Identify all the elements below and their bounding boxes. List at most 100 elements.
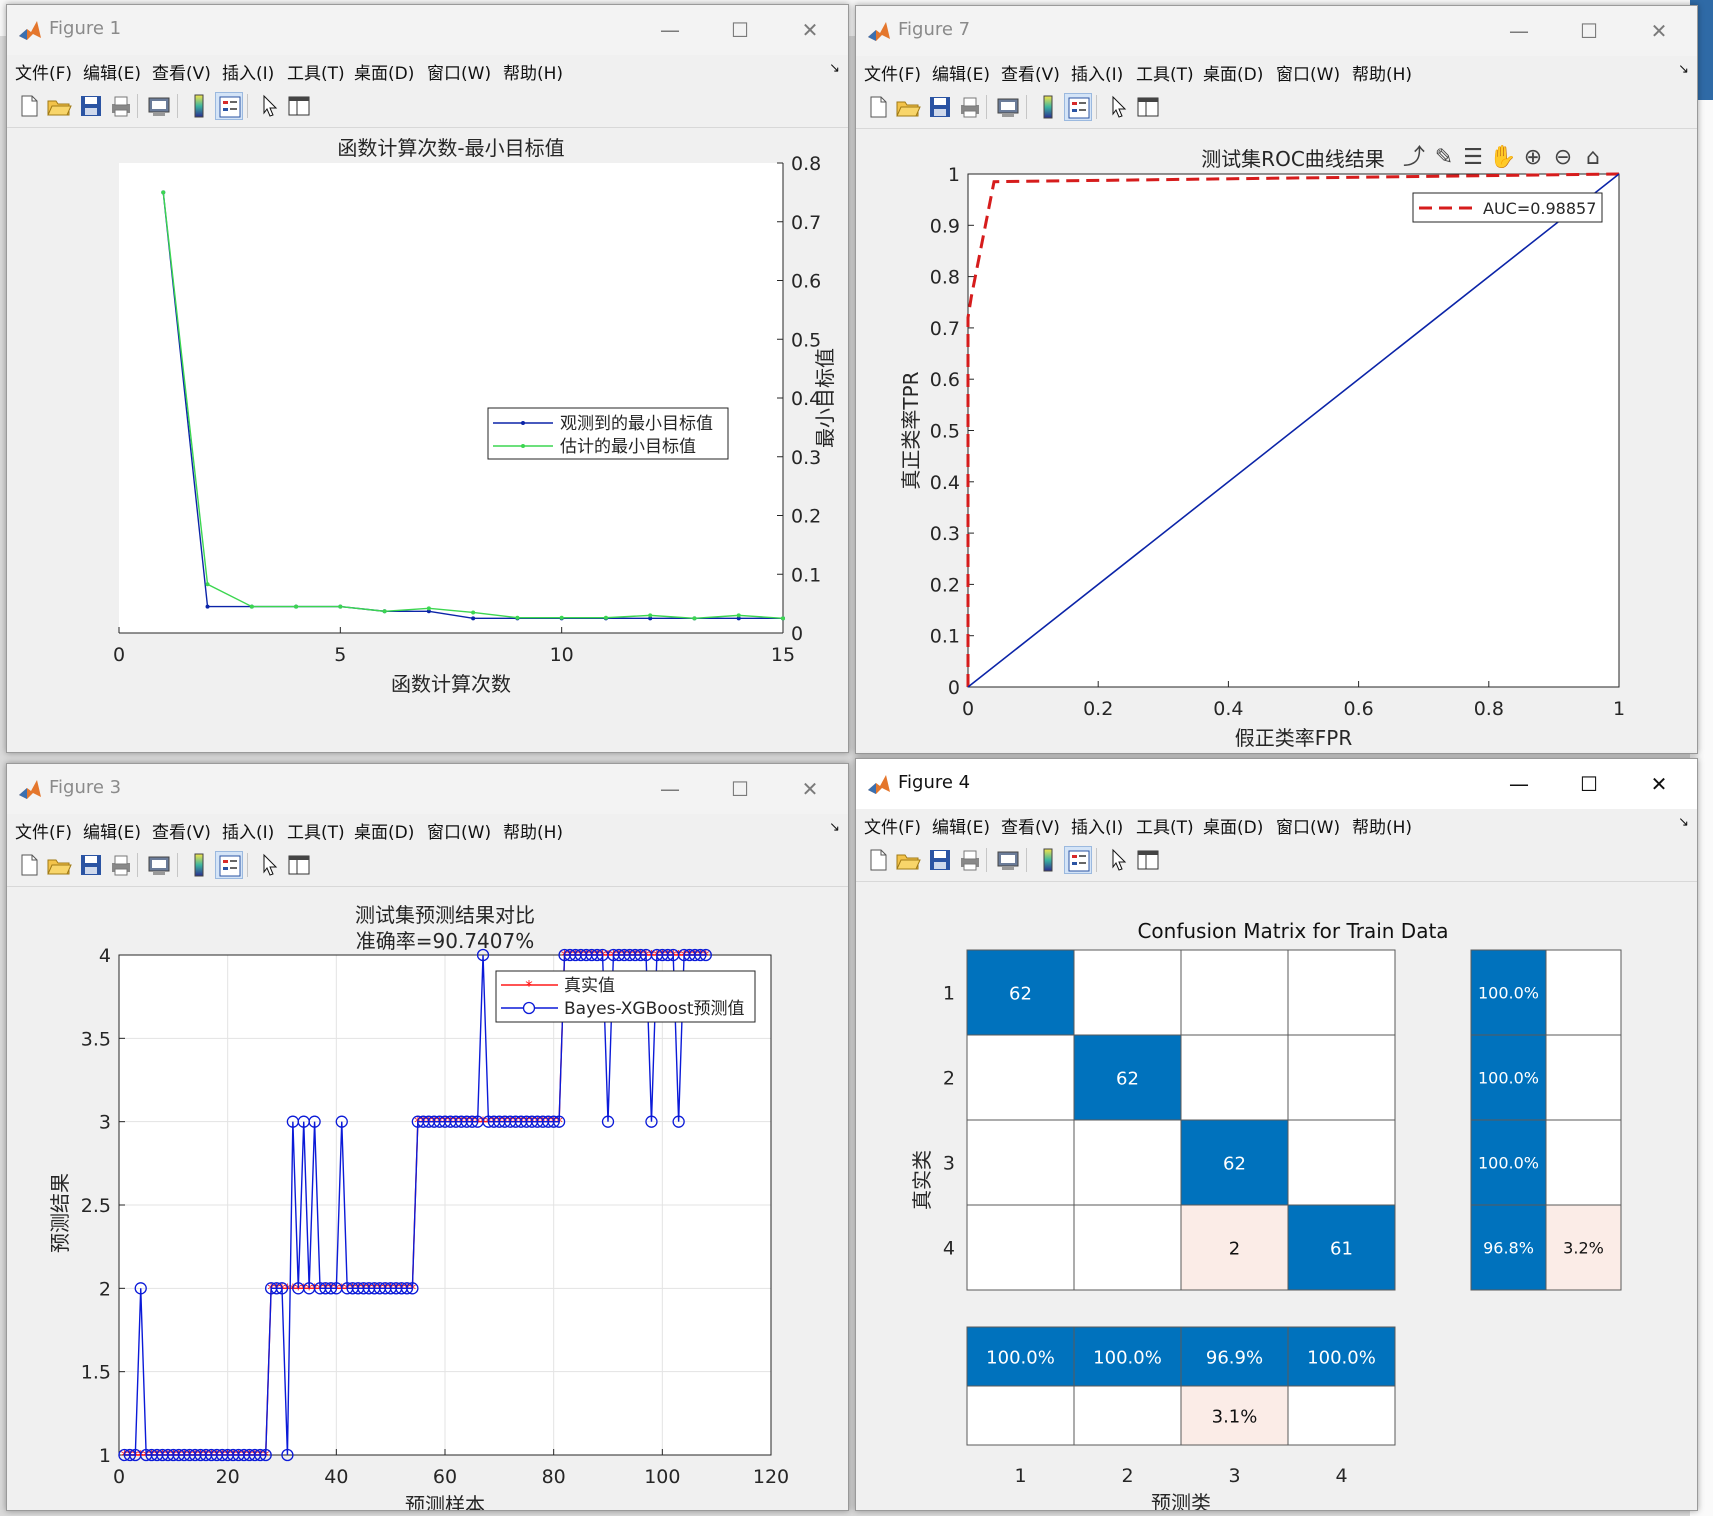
minimize-button[interactable]: — — [1509, 772, 1529, 796]
zoom-out-icon[interactable]: ⊖ — [1554, 145, 1572, 170]
menu-item-1[interactable]: 编辑(E) — [83, 823, 142, 843]
menu-item-5[interactable]: 桌面(D) — [354, 64, 415, 84]
menu-item-1[interactable]: 编辑(E) — [83, 64, 142, 84]
maximize-button[interactable]: ☐ — [1580, 772, 1598, 796]
menu-item-1[interactable]: 编辑(E) — [932, 818, 991, 838]
new-file-icon[interactable] — [15, 92, 43, 120]
menu-item-6[interactable]: 窗口(W) — [427, 64, 492, 84]
export-icon[interactable]: ⤴ — [1403, 145, 1425, 170]
close-button[interactable]: ✕ — [801, 18, 819, 42]
menu-item-7[interactable]: 帮助(H) — [503, 823, 564, 843]
menu-item-5[interactable]: 桌面(D) — [1203, 65, 1264, 85]
menu-item-0[interactable]: 文件(F) — [15, 64, 73, 84]
menu-item-2[interactable]: 查看(V) — [1001, 65, 1060, 85]
menu-overflow-arrow-icon[interactable]: ↘ — [829, 61, 840, 76]
print-preview-icon[interactable] — [145, 92, 173, 120]
property-editor-icon[interactable] — [285, 92, 313, 120]
home-icon[interactable]: ⌂ — [1586, 145, 1600, 170]
menu-item-0[interactable]: 文件(F) — [864, 65, 922, 85]
menu-overflow-arrow-icon[interactable]: ↘ — [1678, 815, 1689, 830]
menu-item-3[interactable]: 插入(I) — [1071, 65, 1124, 85]
menu-item-7[interactable]: 帮助(H) — [1352, 818, 1413, 838]
menu-item-4[interactable]: 工具(T) — [287, 64, 345, 84]
menu-item-3[interactable]: 插入(I) — [222, 64, 275, 84]
menu-item-6[interactable]: 窗口(W) — [1276, 818, 1341, 838]
figure-toolbar — [856, 86, 1697, 129]
print-icon[interactable] — [107, 92, 135, 120]
new-file-icon[interactable] — [864, 93, 892, 121]
title-bar[interactable]: Figure 4 — ☐ ✕ — [856, 759, 1697, 809]
legend-icon[interactable] — [1064, 846, 1092, 874]
close-button[interactable]: ✕ — [801, 777, 819, 801]
title-bar[interactable]: Figure 3 — ☐ ✕ — [7, 764, 848, 814]
open-file-icon[interactable] — [45, 92, 73, 120]
minimize-button[interactable]: — — [1509, 19, 1529, 43]
menu-item-2[interactable]: 查看(V) — [1001, 818, 1060, 838]
print-icon[interactable] — [107, 851, 135, 879]
menu-item-5[interactable]: 桌面(D) — [354, 823, 415, 843]
menu-item-6[interactable]: 窗口(W) — [427, 823, 492, 843]
menu-item-7[interactable]: 帮助(H) — [503, 64, 564, 84]
title-bar[interactable]: Figure 7 — ☐ ✕ — [856, 6, 1697, 56]
maximize-button[interactable]: ☐ — [731, 777, 749, 801]
close-button[interactable]: ✕ — [1650, 772, 1668, 796]
minimize-button[interactable]: — — [660, 18, 680, 42]
x-tick-label: 0.4 — [1213, 698, 1243, 720]
colorbar-icon[interactable] — [1034, 846, 1062, 874]
pan-icon[interactable]: ✋ — [1489, 144, 1516, 170]
maximize-button[interactable]: ☐ — [731, 18, 749, 42]
print-preview-icon[interactable] — [145, 851, 173, 879]
menu-item-2[interactable]: 查看(V) — [152, 64, 211, 84]
close-button[interactable]: ✕ — [1650, 19, 1668, 43]
colorbar-icon[interactable] — [185, 92, 213, 120]
menu-item-4[interactable]: 工具(T) — [1136, 818, 1194, 838]
menu-item-7[interactable]: 帮助(H) — [1352, 65, 1413, 85]
menu-item-3[interactable]: 插入(I) — [222, 823, 275, 843]
menu-item-4[interactable]: 工具(T) — [287, 823, 345, 843]
menu-item-2[interactable]: 查看(V) — [152, 823, 211, 843]
print-preview-icon[interactable] — [994, 93, 1022, 121]
property-editor-icon[interactable] — [1134, 846, 1162, 874]
legend-icon[interactable] — [215, 92, 243, 120]
open-file-icon[interactable] — [894, 846, 922, 874]
menu-item-3[interactable]: 插入(I) — [1071, 818, 1124, 838]
minimize-button[interactable]: — — [660, 777, 680, 801]
print-preview-icon[interactable] — [994, 846, 1022, 874]
maximize-button[interactable]: ☐ — [1580, 19, 1598, 43]
pointer-icon[interactable] — [1104, 93, 1132, 121]
menu-item-4[interactable]: 工具(T) — [1136, 65, 1194, 85]
title-bar[interactable]: Figure 1 — ☐ ✕ — [7, 5, 848, 55]
zoom-in-icon[interactable]: ⊕ — [1524, 145, 1542, 170]
x-tick-label: 60 — [433, 1466, 457, 1488]
new-file-icon[interactable] — [15, 851, 43, 879]
legend-icon[interactable] — [1064, 93, 1092, 121]
print-icon[interactable] — [956, 93, 984, 121]
property-editor-icon[interactable] — [1134, 93, 1162, 121]
brush-icon[interactable]: ✎ — [1435, 145, 1453, 170]
figure-4-window: Figure 4 — ☐ ✕ 文件(F) 编辑(E) 查看(V) 插入(I) 工具(T)… — [855, 758, 1698, 1511]
menu-item-0[interactable]: 文件(F) — [15, 823, 73, 843]
menu-item-5[interactable]: 桌面(D) — [1203, 818, 1264, 838]
save-icon[interactable] — [77, 92, 105, 120]
matrix-cell — [1073, 949, 1182, 1036]
colorbar-icon[interactable] — [185, 851, 213, 879]
save-icon[interactable] — [926, 846, 954, 874]
new-file-icon[interactable] — [864, 846, 892, 874]
menu-overflow-arrow-icon[interactable]: ↘ — [829, 820, 840, 835]
legend-icon[interactable] — [215, 851, 243, 879]
colorbar-icon[interactable] — [1034, 93, 1062, 121]
save-icon[interactable] — [77, 851, 105, 879]
menu-item-1[interactable]: 编辑(E) — [932, 65, 991, 85]
pointer-icon[interactable] — [255, 92, 283, 120]
menu-item-6[interactable]: 窗口(W) — [1276, 65, 1341, 85]
open-file-icon[interactable] — [894, 93, 922, 121]
menu-item-0[interactable]: 文件(F) — [864, 818, 922, 838]
open-file-icon[interactable] — [45, 851, 73, 879]
pointer-icon[interactable] — [255, 851, 283, 879]
datatip-icon[interactable]: ☰ — [1463, 145, 1483, 170]
menu-overflow-arrow-icon[interactable]: ↘ — [1678, 62, 1689, 77]
print-icon[interactable] — [956, 846, 984, 874]
property-editor-icon[interactable] — [285, 851, 313, 879]
save-icon[interactable] — [926, 93, 954, 121]
pointer-icon[interactable] — [1104, 846, 1132, 874]
